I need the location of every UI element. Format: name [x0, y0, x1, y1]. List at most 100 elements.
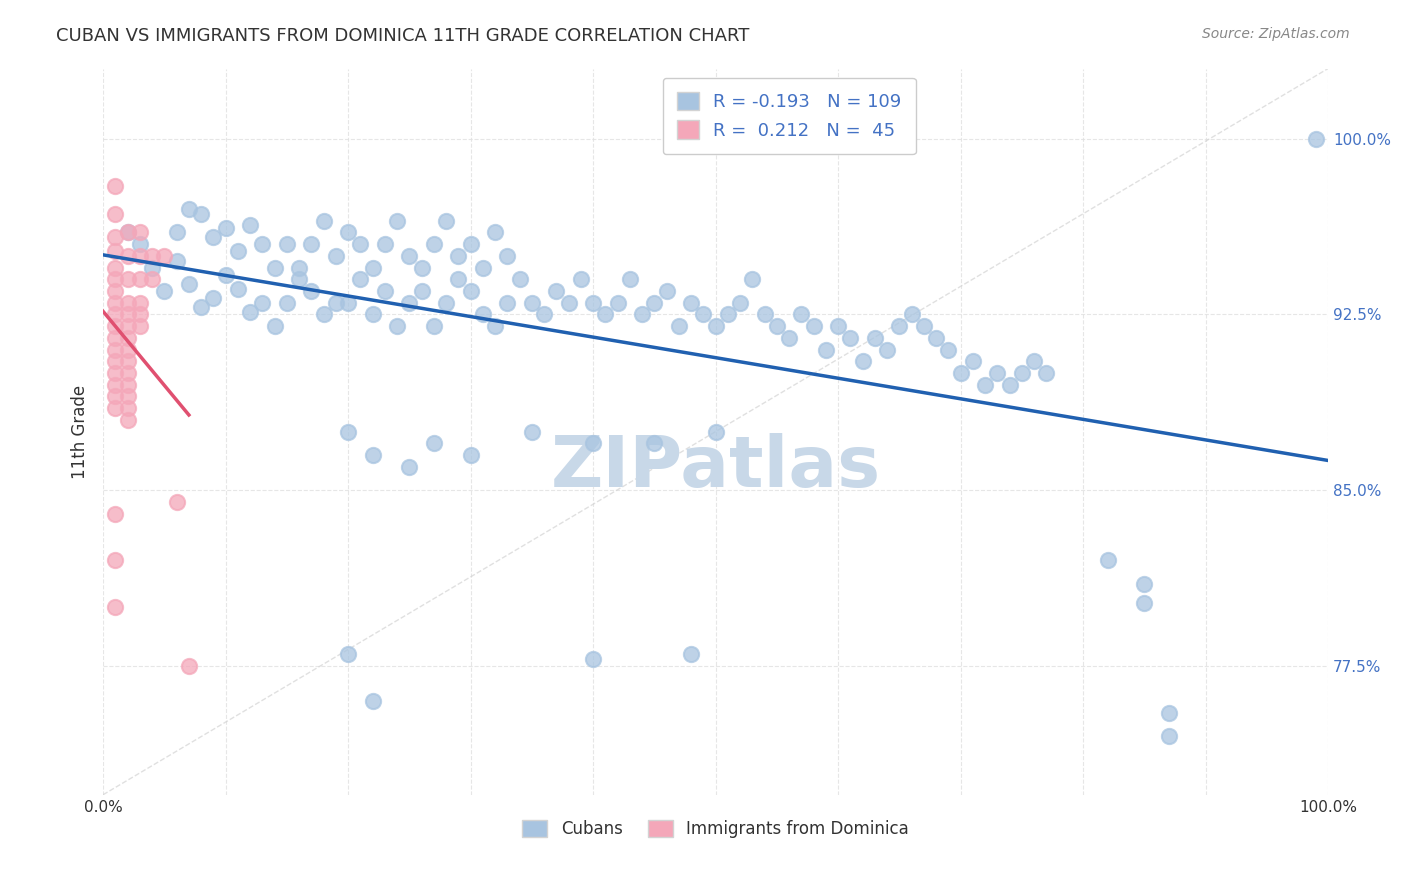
Point — [949, 366, 972, 380]
Point — [104, 244, 127, 259]
Point — [974, 377, 997, 392]
Point — [741, 272, 763, 286]
Point — [1305, 132, 1327, 146]
Point — [728, 295, 751, 310]
Point — [778, 331, 800, 345]
Point — [1133, 596, 1156, 610]
Point — [766, 319, 789, 334]
Point — [166, 495, 188, 509]
Point — [434, 295, 457, 310]
Point — [484, 319, 506, 334]
Point — [104, 207, 127, 221]
Point — [104, 507, 127, 521]
Point — [141, 249, 163, 263]
Point — [423, 319, 446, 334]
Point — [385, 214, 408, 228]
Point — [546, 284, 568, 298]
Point — [312, 308, 335, 322]
Point — [681, 295, 703, 310]
Point — [852, 354, 875, 368]
Point — [288, 272, 311, 286]
Text: ZIPatlas: ZIPatlas — [551, 434, 880, 502]
Point — [117, 366, 139, 380]
Point — [177, 202, 200, 216]
Point — [190, 301, 212, 315]
Point — [361, 694, 384, 708]
Point — [423, 237, 446, 252]
Point — [374, 284, 396, 298]
Point — [471, 308, 494, 322]
Point — [496, 249, 519, 263]
Point — [361, 448, 384, 462]
Point — [202, 230, 225, 244]
Point — [569, 272, 592, 286]
Point — [104, 389, 127, 403]
Point — [814, 343, 837, 357]
Point — [962, 354, 984, 368]
Point — [226, 244, 249, 259]
Point — [692, 308, 714, 322]
Point — [117, 308, 139, 322]
Point — [460, 237, 482, 252]
Point — [533, 308, 555, 322]
Point — [117, 401, 139, 416]
Point — [925, 331, 948, 345]
Point — [128, 226, 150, 240]
Point — [385, 319, 408, 334]
Point — [643, 436, 665, 450]
Point — [252, 295, 274, 310]
Point — [104, 272, 127, 286]
Point — [299, 284, 322, 298]
Point — [863, 331, 886, 345]
Point — [754, 308, 776, 322]
Point — [128, 237, 150, 252]
Point — [1157, 729, 1180, 743]
Point — [117, 226, 139, 240]
Point — [117, 319, 139, 334]
Point — [141, 272, 163, 286]
Point — [1133, 577, 1156, 591]
Point — [128, 308, 150, 322]
Point — [104, 600, 127, 615]
Point — [361, 260, 384, 275]
Point — [803, 319, 825, 334]
Point — [190, 207, 212, 221]
Point — [128, 272, 150, 286]
Point — [655, 284, 678, 298]
Point — [117, 413, 139, 427]
Point — [423, 436, 446, 450]
Point — [117, 295, 139, 310]
Point — [104, 230, 127, 244]
Point — [398, 459, 420, 474]
Point — [337, 647, 360, 661]
Point — [509, 272, 531, 286]
Point — [104, 284, 127, 298]
Point — [214, 220, 236, 235]
Point — [668, 319, 690, 334]
Point — [252, 237, 274, 252]
Point — [104, 377, 127, 392]
Point — [447, 249, 470, 263]
Point — [460, 284, 482, 298]
Point — [619, 272, 641, 286]
Point — [520, 425, 543, 439]
Point — [239, 305, 262, 319]
Point — [104, 178, 127, 193]
Point — [631, 308, 654, 322]
Point — [1024, 354, 1046, 368]
Point — [938, 343, 960, 357]
Point — [214, 268, 236, 282]
Point — [606, 295, 628, 310]
Point — [202, 291, 225, 305]
Point — [496, 295, 519, 310]
Point — [117, 331, 139, 345]
Point — [117, 249, 139, 263]
Point — [153, 249, 176, 263]
Point — [104, 366, 127, 380]
Point — [398, 295, 420, 310]
Point — [643, 295, 665, 310]
Point — [117, 389, 139, 403]
Point — [349, 237, 371, 252]
Point — [128, 249, 150, 263]
Point — [104, 295, 127, 310]
